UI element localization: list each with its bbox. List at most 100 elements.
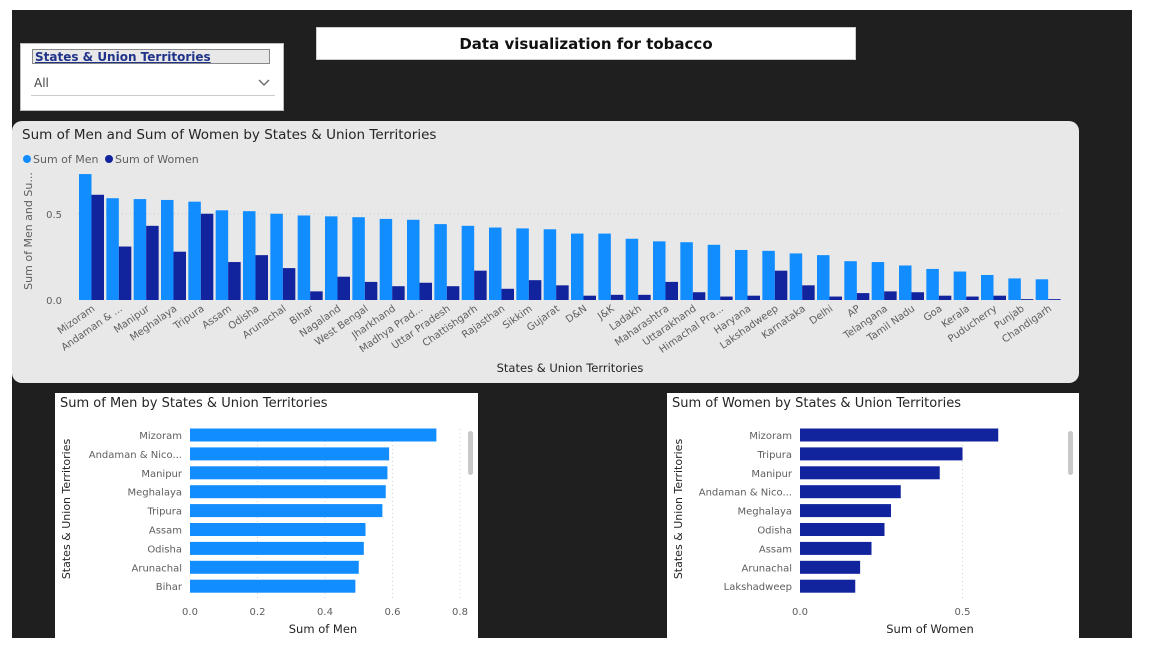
- y-tick-label: 0.5: [46, 210, 62, 221]
- page-title: Data visualization for tobacco: [316, 27, 856, 60]
- y-tick-label: Andaman & Nico...: [699, 488, 792, 499]
- women-bar-chart[interactable]: Sum of Women by States & Union Territori…: [667, 393, 1079, 638]
- x-tick-label: 0.0: [792, 607, 808, 618]
- bar-men: [1035, 279, 1049, 300]
- y-tick-label: Andaman & Nico...: [89, 450, 182, 461]
- bar-men: [106, 198, 119, 300]
- men-bar-chart[interactable]: Sum of Men by States & Union Territories…: [55, 393, 478, 638]
- legend-men-marker: [23, 155, 31, 163]
- bar: [190, 579, 356, 593]
- x-tick-label: 0.4: [317, 607, 333, 618]
- bar-women: [747, 295, 760, 300]
- slicer-title: States & Union Territories: [32, 49, 270, 64]
- slicer-dropdown[interactable]: All: [31, 71, 275, 96]
- chevron-down-icon[interactable]: [257, 71, 271, 96]
- chart-title: Sum of Women by States & Union Territori…: [672, 396, 961, 411]
- bar-men: [489, 227, 502, 300]
- x-tick-label: Delhi: [808, 303, 835, 327]
- bar-women: [884, 291, 897, 300]
- women-chart-scrollbar[interactable]: [1068, 431, 1073, 475]
- x-axis-label: Sum of Women: [886, 622, 974, 636]
- bar-men: [434, 224, 447, 300]
- bar-men: [981, 274, 994, 300]
- bar-women: [993, 295, 1006, 300]
- bar-men: [926, 268, 939, 300]
- bar-women: [774, 270, 788, 300]
- y-tick-label: Manipur: [141, 469, 183, 480]
- bar-men: [297, 215, 311, 300]
- bar: [800, 447, 963, 461]
- bar: [190, 466, 388, 480]
- bar: [800, 541, 872, 555]
- bar-men: [379, 218, 393, 300]
- bar-women: [501, 288, 514, 300]
- bar-men: [79, 174, 92, 300]
- y-tick-label: Odisha: [757, 526, 792, 537]
- x-tick-label: AP: [846, 303, 863, 319]
- bar-women: [638, 294, 651, 300]
- x-axis-label: Sum of Men: [289, 622, 357, 636]
- y-tick-label: Tripura: [147, 507, 182, 518]
- bar-men: [953, 271, 967, 300]
- slicer-value: All: [34, 76, 49, 90]
- bar-women: [310, 291, 323, 300]
- bar: [800, 579, 856, 593]
- bar: [800, 485, 901, 499]
- bar-women: [856, 293, 870, 300]
- y-tick-label: Tripura: [757, 450, 792, 461]
- bar-men: [352, 217, 365, 300]
- chart-title: Sum of Men by States & Union Territories: [60, 396, 328, 411]
- x-tick-label: 0.2: [250, 607, 266, 618]
- bar: [800, 466, 940, 480]
- bar-men: [325, 216, 338, 300]
- bar-women: [419, 282, 432, 300]
- men-bar-svg: Sum of Men by States & Union Territories…: [60, 396, 468, 636]
- y-tick-label: 0.0: [46, 296, 62, 307]
- x-tick-label: 0.0: [182, 607, 198, 618]
- y-tick-label: Mizoram: [749, 431, 792, 442]
- bar-women: [282, 268, 296, 300]
- bar-women: [938, 295, 952, 300]
- bar-men: [817, 255, 830, 300]
- bar-women: [1020, 299, 1034, 300]
- bar-women: [802, 285, 815, 300]
- bar-men: [516, 228, 529, 300]
- y-tick-label: Odisha: [147, 544, 182, 555]
- bar-women: [528, 280, 542, 300]
- y-tick-label: Arunachal: [132, 563, 183, 574]
- bar-women: [692, 292, 706, 300]
- bar-women: [474, 270, 487, 300]
- bar: [190, 541, 364, 555]
- y-tick-label: Meghalaya: [127, 488, 182, 499]
- bar-men: [407, 219, 420, 300]
- bar-women: [228, 262, 241, 300]
- clustered-column-svg: Sum of Men and Sum of Women by States & …: [22, 127, 1062, 375]
- bar-women: [392, 286, 405, 300]
- bar-men: [653, 241, 666, 300]
- y-tick-label: Arunachal: [742, 563, 793, 574]
- states-slicer[interactable]: States & Union Territories All: [20, 43, 284, 111]
- bar-women: [966, 296, 979, 300]
- y-axis-label: States & Union Territories: [672, 439, 685, 580]
- y-tick-label: Bihar: [156, 582, 183, 593]
- bar: [190, 485, 386, 499]
- bar: [190, 560, 359, 574]
- bar-men: [1008, 278, 1021, 300]
- bar-men: [735, 249, 748, 300]
- bar-women: [200, 213, 214, 300]
- bar: [190, 447, 390, 461]
- x-tick-label: 0.5: [955, 607, 971, 618]
- bar-women: [665, 281, 678, 300]
- men-chart-scrollbar[interactable]: [468, 431, 473, 475]
- bar-women: [583, 295, 596, 300]
- bar-men: [707, 244, 721, 300]
- bar-men: [625, 238, 639, 300]
- bar-men: [161, 199, 174, 300]
- clustered-column-chart[interactable]: Sum of Men and Sum of Women by States & …: [12, 121, 1079, 383]
- y-axis-label: Sum of Men and Su...: [22, 172, 35, 290]
- bar-women: [1048, 299, 1061, 300]
- x-axis-label: States & Union Territories: [497, 361, 644, 375]
- x-tick-label: 0.6: [385, 607, 401, 618]
- bar: [800, 504, 891, 518]
- bar-women: [610, 294, 624, 300]
